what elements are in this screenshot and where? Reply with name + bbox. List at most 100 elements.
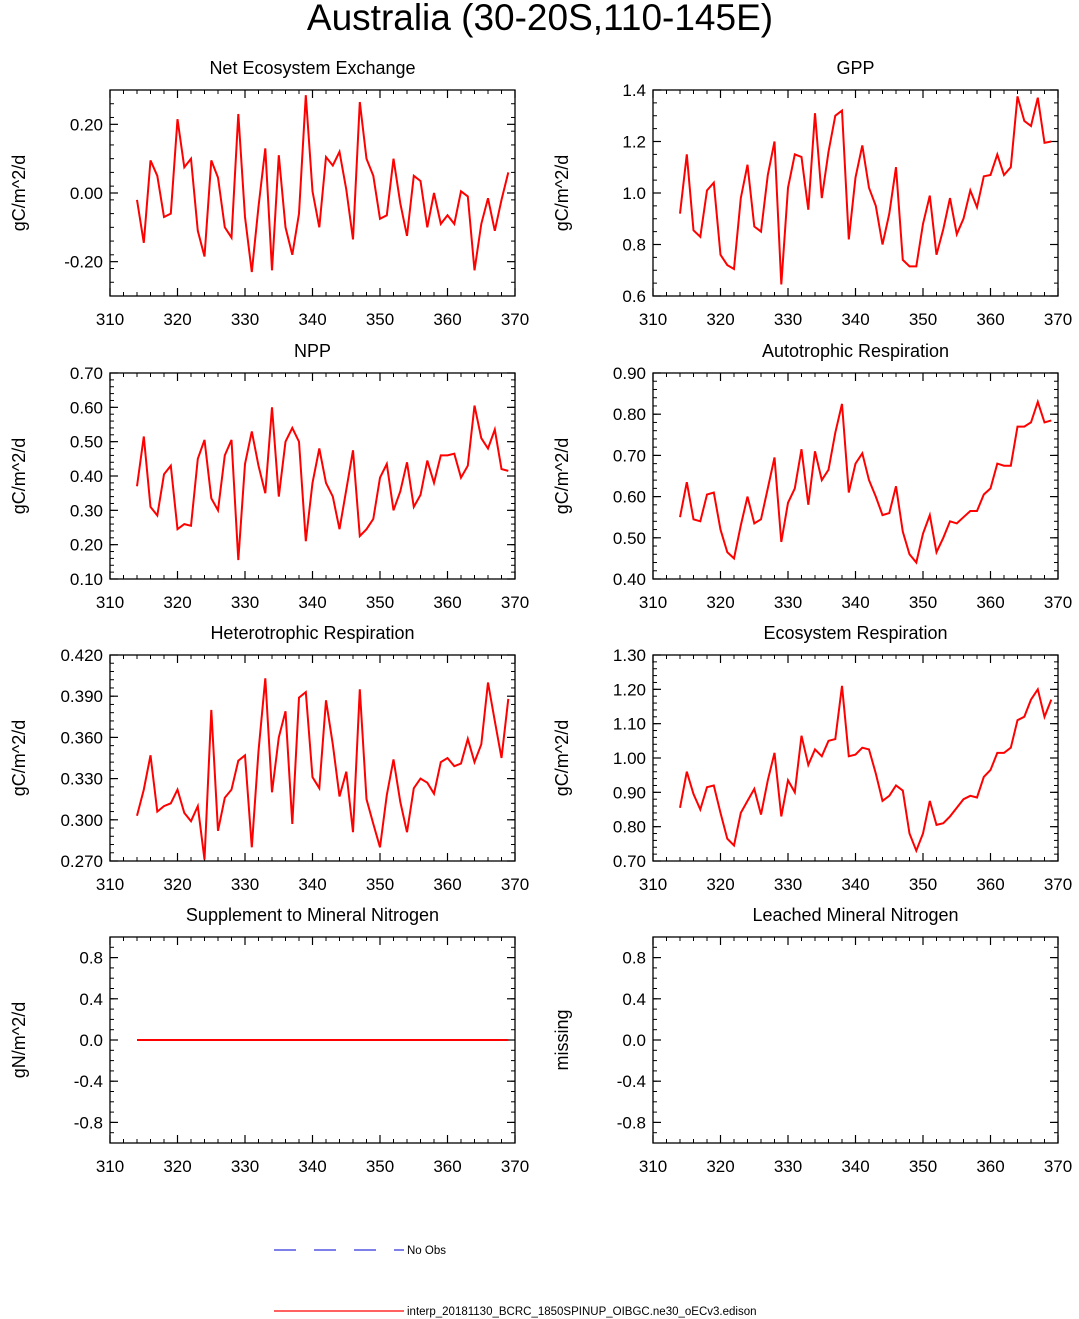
x-tick-label: 370: [501, 593, 529, 612]
y-tick-label: 0.300: [60, 811, 103, 830]
y-tick-label: -0.8: [74, 1113, 103, 1132]
x-tick-label: 320: [163, 593, 191, 612]
plot-frame: [109, 654, 516, 862]
x-tick-label: 330: [774, 875, 802, 894]
y-tick-label: 0.0: [622, 1031, 646, 1050]
y-tick-label: 0.90: [613, 783, 646, 802]
y-tick-label: 0.6: [622, 287, 646, 306]
y-tick-label: -0.4: [617, 1072, 646, 1091]
y-tick-label: 0.40: [613, 570, 646, 589]
y-tick-label: 1.10: [613, 715, 646, 734]
x-tick-label: 370: [1044, 310, 1072, 329]
series-line-model: [136, 95, 510, 273]
x-tick-label: 310: [639, 310, 667, 329]
x-tick-label: 360: [433, 310, 461, 329]
y-tick-label: 0.50: [70, 433, 103, 452]
y-tick-label: 0.70: [613, 446, 646, 465]
y-axis-label: gC/m^2/d: [552, 438, 572, 514]
x-tick-label: 350: [366, 593, 394, 612]
y-tick-label: 0.0: [79, 1031, 103, 1050]
chart-panel: NPP gC/m^2/d 0.10 0.20 0.30 0.40 0.50 0.60 0.70 3…: [9, 341, 529, 612]
chart-panel: Ecosystem Respiration gC/m^2/d 0.70 0.80 0.9…: [552, 623, 1072, 894]
y-tick-label: 1.30: [613, 646, 646, 665]
x-tick-label: 370: [501, 310, 529, 329]
y-tick-label: 0.00: [70, 184, 103, 203]
y-tick-label: 0.270: [60, 852, 103, 871]
plot-frame: [652, 936, 1059, 1144]
y-tick-label: 1.00: [613, 749, 646, 768]
y-tick-label: 0.8: [622, 949, 646, 968]
x-tick-label: 340: [841, 310, 869, 329]
y-tick-label: 1.20: [613, 680, 646, 699]
chart-title: Net Ecosystem Exchange: [209, 58, 415, 78]
page-title: Australia (30-20S,110-145E): [307, 0, 773, 38]
y-tick-label: 0.70: [613, 852, 646, 871]
legend: No Obs interp_20181130_BCRC_1850SPINUP_O…: [274, 1245, 756, 1318]
x-tick-label: 310: [96, 875, 124, 894]
x-tick-label: 340: [298, 310, 326, 329]
x-tick-label: 340: [298, 593, 326, 612]
y-tick-label: -0.4: [74, 1072, 103, 1091]
y-axis-label: gN/m^2/d: [9, 1002, 29, 1078]
y-tick-label: 0.80: [613, 405, 646, 424]
plot-frame: [109, 936, 516, 1144]
y-tick-label: 0.390: [60, 687, 103, 706]
x-tick-label: 330: [774, 310, 802, 329]
x-tick-label: 320: [163, 310, 191, 329]
x-tick-label: 320: [706, 593, 734, 612]
x-tick-label: 340: [298, 875, 326, 894]
x-tick-label: 350: [909, 875, 937, 894]
x-tick-label: 360: [976, 1157, 1004, 1176]
x-tick-label: 330: [231, 593, 259, 612]
y-axis-label: gC/m^2/d: [9, 155, 29, 231]
x-tick-label: 330: [231, 875, 259, 894]
series-line-model: [679, 685, 1053, 854]
chart-panel: GPP gC/m^2/d 0.6 0.8 1.0 1.2 1.4 310 320 330 340 35…: [552, 58, 1072, 329]
y-tick-label: 0.60: [613, 488, 646, 507]
x-tick-label: 310: [96, 310, 124, 329]
x-tick-label: 330: [231, 310, 259, 329]
x-tick-label: 370: [501, 1157, 529, 1176]
x-tick-label: 340: [298, 1157, 326, 1176]
x-tick-label: 340: [841, 593, 869, 612]
series-line-model: [679, 96, 1052, 285]
chart-title: Ecosystem Respiration: [763, 623, 947, 643]
x-tick-label: 360: [433, 593, 461, 612]
y-tick-label: 0.10: [70, 570, 103, 589]
chart-panel: Autotrophic Respiration gC/m^2/d 0.40 0.50 0…: [552, 341, 1072, 612]
y-tick-label: 0.8: [79, 949, 103, 968]
x-tick-label: 350: [366, 1157, 394, 1176]
y-axis-label: gC/m^2/d: [552, 155, 572, 231]
legend-obs-label: No Obs: [407, 1245, 446, 1257]
x-tick-label: 350: [909, 310, 937, 329]
x-tick-label: 370: [1044, 1157, 1072, 1176]
y-tick-label: 1.0: [622, 184, 646, 203]
y-tick-label: -0.20: [64, 253, 103, 272]
chart-title: Autotrophic Respiration: [762, 341, 949, 361]
y-tick-label: 0.60: [70, 398, 103, 417]
x-tick-label: 360: [976, 310, 1004, 329]
y-tick-label: 0.4: [622, 990, 646, 1009]
chart-panel: Heterotrophic Respiration gC/m^2/d 0.270 0.…: [9, 623, 529, 894]
y-tick-label: 0.20: [70, 115, 103, 134]
series-line-model: [679, 398, 1052, 565]
x-tick-label: 320: [163, 875, 191, 894]
y-tick-label: -0.8: [617, 1113, 646, 1132]
chart-title: Supplement to Mineral Nitrogen: [186, 905, 439, 925]
y-tick-label: 0.4: [79, 990, 103, 1009]
y-tick-label: 0.8: [622, 236, 646, 255]
y-tick-label: 0.30: [70, 501, 103, 520]
y-tick-label: 0.80: [613, 818, 646, 837]
y-tick-label: 0.90: [613, 364, 646, 383]
y-tick-label: 1.4: [622, 81, 646, 100]
chart-panel: Net Ecosystem Exchange gC/m^2/d -0.20 0.00 0…: [9, 58, 529, 329]
x-tick-label: 360: [433, 1157, 461, 1176]
y-axis-label: gC/m^2/d: [552, 720, 572, 796]
chart-title: Leached Mineral Nitrogen: [752, 905, 958, 925]
x-tick-label: 360: [976, 593, 1004, 612]
x-tick-label: 310: [96, 1157, 124, 1176]
plot-frame: [652, 372, 1059, 580]
y-tick-label: 0.330: [60, 770, 103, 789]
x-tick-label: 350: [909, 1157, 937, 1176]
